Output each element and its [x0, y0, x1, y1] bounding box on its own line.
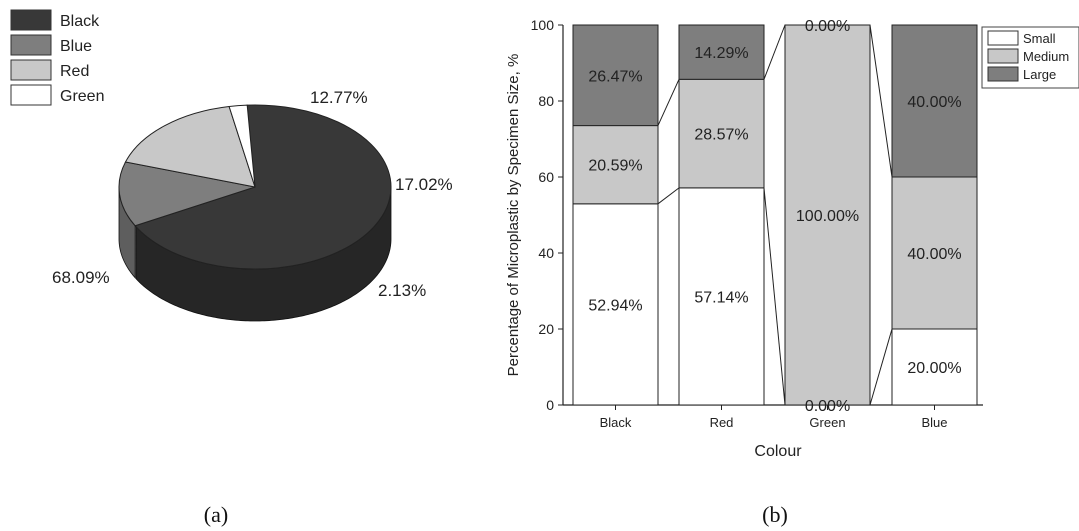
x-tick-label-green: Green — [809, 415, 845, 430]
y-tick-label: 80 — [538, 93, 554, 109]
bar-segment-blue-small — [891, 328, 978, 406]
pie-label-red: 17.02% — [395, 175, 453, 194]
x-axis-title: Colour — [754, 443, 802, 460]
pie-legend-label-red: Red — [60, 63, 89, 80]
bar-label-red-medium: 28.57% — [694, 127, 748, 144]
pie-legend-label-blue: Blue — [60, 38, 92, 55]
bar-segment-black-medium — [572, 125, 659, 205]
bar-label-black-small: 52.94% — [588, 297, 642, 314]
pie-label-blue: 12.77% — [310, 88, 368, 107]
pie-legend-swatch-blue — [10, 34, 52, 56]
pie-slice-green — [228, 104, 256, 188]
pie-legend-label-green: Green — [60, 88, 104, 105]
bar-segment-blue-medium — [891, 176, 978, 330]
pie-slice-blue — [118, 161, 256, 227]
bar-label-blue-small: 20.00% — [907, 360, 961, 377]
bar-segment-red-small — [678, 187, 765, 406]
pie-caption: (a) — [204, 502, 228, 527]
pie-chart: 68.09% 12.77% 17.02% 2.13% — [52, 88, 453, 322]
bar-label-black-large: 26.47% — [588, 68, 642, 85]
bar-segment-red-large — [678, 24, 765, 80]
bar-label-green-large: 0.00% — [805, 18, 850, 35]
pie-label-green: 2.13% — [378, 281, 426, 300]
bar-legend-swatch-large — [987, 66, 1019, 82]
bar-label-blue-medium: 40.00% — [907, 246, 961, 263]
bar-legend: Small Medium Large — [981, 26, 1079, 89]
bar-segment-green-medium — [784, 24, 871, 406]
bar-segment-black-large — [572, 24, 659, 127]
pie-slice-red — [124, 105, 256, 188]
pie-label-black: 68.09% — [52, 268, 110, 287]
bar-label-black-medium: 20.59% — [588, 158, 642, 175]
bar-connector — [763, 24, 786, 80]
x-tick-label-black: Black — [600, 415, 632, 430]
bar-label-green-small: 0.00% — [805, 398, 850, 415]
bar-label-red-large: 14.29% — [694, 45, 748, 62]
y-tick-label: 20 — [538, 321, 554, 337]
y-tick-label: 40 — [538, 245, 554, 261]
pie-slice-black — [134, 104, 392, 270]
x-tick-label-red: Red — [710, 415, 734, 430]
bar-legend-label-large: Large — [1023, 67, 1056, 82]
x-tick-label-blue: Blue — [921, 415, 947, 430]
bar-connector — [869, 328, 893, 406]
bar-connector — [657, 187, 680, 205]
bar-segment-red-medium — [678, 78, 765, 189]
bar-legend-label-small: Small — [1023, 31, 1056, 46]
pie-legend-swatch-black — [10, 9, 52, 31]
y-tick-label: 60 — [538, 169, 554, 185]
pie-legend-swatch-red — [10, 59, 52, 81]
y-tick-label: 0 — [546, 397, 554, 413]
y-axis-title: Percentage of Microplastic by Specimen S… — [505, 54, 522, 377]
bar-label-red-small: 57.14% — [694, 289, 748, 306]
y-tick-label: 100 — [531, 17, 555, 33]
pie-legend-label-black: Black — [60, 13, 100, 30]
bar-label-green-medium: 100.00% — [796, 208, 859, 225]
bar-connector — [763, 187, 786, 406]
bar-caption: (b) — [762, 502, 788, 527]
bar-legend-swatch-small — [987, 30, 1019, 46]
bar-legend-swatch-medium — [987, 48, 1019, 64]
bar-connector — [869, 24, 893, 178]
bar-legend-label-medium: Medium — [1023, 49, 1069, 64]
bar-segment-blue-large — [891, 24, 978, 178]
pie-legend-swatch-green — [10, 84, 52, 106]
bar-connector — [657, 79, 680, 126]
stacked-bar-chart: 0 20 40 60 80 100 Percentage of Microplastic b… — [505, 17, 983, 460]
bar-label-blue-large: 40.00% — [907, 94, 961, 111]
pie-legend: Black Blue Red Green — [10, 9, 104, 106]
